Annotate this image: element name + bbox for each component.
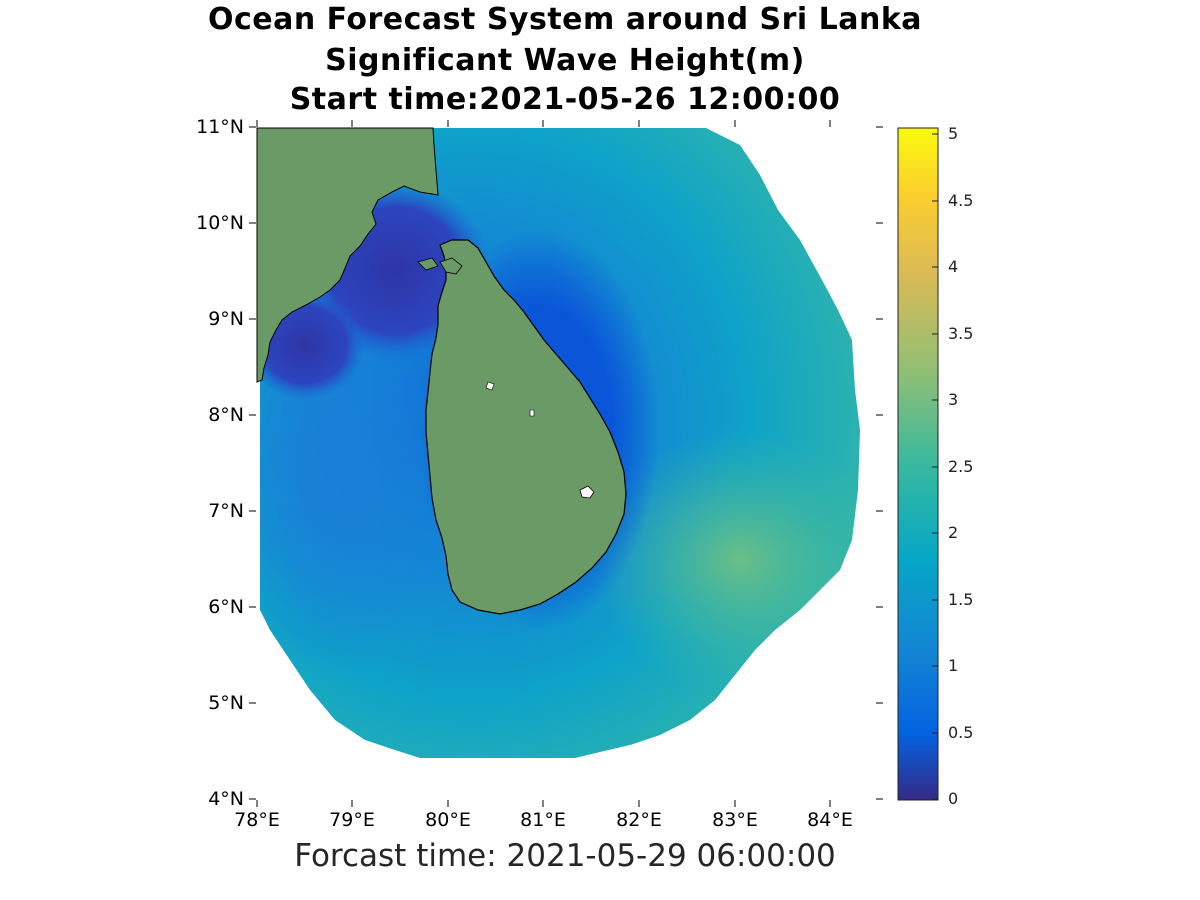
colorbar-tick-label: 0: [948, 789, 959, 808]
colorbar: [897, 127, 939, 801]
colorbar-tick-label: 3: [948, 390, 959, 409]
colorbar-tick-label: 4.5: [948, 191, 974, 210]
lat-tick-label: 5°N: [208, 692, 244, 714]
lon-tick-label: 79°E: [329, 809, 375, 831]
lat-tick-label: 4°N: [208, 788, 244, 810]
colorbar-tick-label: 4: [948, 257, 959, 276]
lon-tick-label: 82°E: [616, 809, 662, 831]
lon-tick-label: 80°E: [425, 809, 471, 831]
inland-lake: [529, 409, 535, 417]
lon-tick-label: 83°E: [712, 809, 758, 831]
colorbar-tick-label: 2.5: [948, 457, 974, 476]
colorbar-tick-label: 0.5: [948, 723, 974, 742]
colorbar-tick-label: 1: [948, 656, 959, 675]
colorbar-tick-label: 1.5: [948, 590, 974, 609]
colorbar-tick-label: 2: [948, 523, 959, 542]
colorbar-tick-label: 3.5: [948, 324, 974, 343]
lon-tick-label: 78°E: [234, 809, 280, 831]
lat-tick-label: 10°N: [196, 212, 244, 234]
colorbar-tick-label: 5: [948, 124, 959, 143]
jaffna-islands: [417, 257, 463, 275]
inland-lake: [579, 485, 595, 499]
lon-tick-label: 84°E: [807, 809, 853, 831]
lat-tick-label: 11°N: [196, 116, 244, 138]
lat-tick-label: 6°N: [208, 596, 244, 618]
india-landmass: [256, 127, 439, 383]
lat-tick-marks: [249, 126, 883, 800]
lat-tick-label: 9°N: [208, 308, 244, 330]
map-title-line3: Start time:2021-05-26 12:00:00: [289, 82, 841, 117]
lon-tick-label: 81°E: [520, 809, 566, 831]
map-title-line1: Ocean Forecast System around Sri Lanka: [207, 2, 923, 37]
lat-tick-label: 7°N: [208, 500, 244, 522]
lon-tick-marks: [256, 120, 831, 807]
colorbar-tick-marks: [932, 133, 938, 800]
map-title-line2: Significant Wave Height(m): [325, 43, 805, 78]
inland-lake: [485, 381, 495, 391]
sri-lanka-landmass: [425, 239, 627, 615]
lat-tick-label: 8°N: [208, 404, 244, 426]
forecast-time-label: Forcast time: 2021-05-29 06:00:00: [294, 838, 836, 874]
